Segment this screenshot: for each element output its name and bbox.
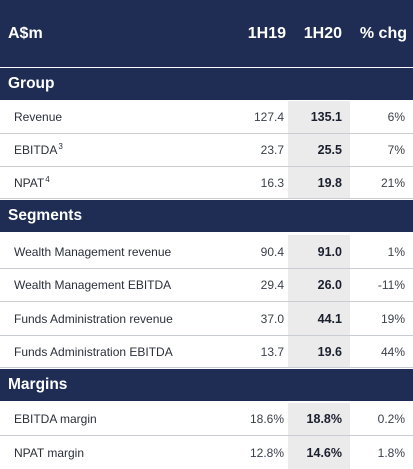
value-1h19: 29.4 xyxy=(260,278,284,292)
value-1h20: 135.1 xyxy=(288,101,350,133)
row-label: NPAT margin xyxy=(14,445,85,460)
value-1h19: 16.3 xyxy=(260,175,284,190)
value-1h20: 26.0 xyxy=(288,269,350,301)
value-1h19: 18.6% xyxy=(249,412,284,426)
value-1h20: 14.6% xyxy=(288,436,350,469)
header-col-chg: % chg xyxy=(359,24,407,42)
table-row: EBITDA 3 23.7 25.5 7% xyxy=(0,134,413,167)
value-1h20: 19.8 xyxy=(288,167,350,198)
table-row: Wealth Management EBITDA 29.4 26.0 -11% xyxy=(0,269,413,302)
value-1h19: 90.4 xyxy=(260,244,284,259)
value-1h19: 12.8% xyxy=(249,445,284,460)
value-1h20: 44.1 xyxy=(288,302,350,335)
row-label: Wealth Management revenue xyxy=(14,244,172,259)
row-label: Funds Administration EBITDA xyxy=(14,344,173,359)
section-title: Margins xyxy=(8,376,68,393)
row-label: NPAT 4 xyxy=(14,174,50,190)
header-col-1h20: 1H20 xyxy=(303,24,342,42)
table-row: EBITDA margin 18.6% 18.8% 0.2% xyxy=(0,403,413,436)
section-header-group: Group xyxy=(0,68,413,100)
value-1h20: 25.5 xyxy=(288,134,350,166)
row-label: Revenue xyxy=(14,110,63,124)
value-1h20: 18.8% xyxy=(288,403,350,435)
value-1h20: 19.6 xyxy=(288,336,350,367)
section-title: Group xyxy=(8,75,55,92)
row-label: Wealth Management EBITDA xyxy=(14,278,172,292)
value-chg: 1.8% xyxy=(377,445,405,460)
row-label: Funds Administration revenue xyxy=(14,311,173,326)
value-1h19: 37.0 xyxy=(260,311,284,326)
value-chg: 19% xyxy=(380,311,405,326)
header-col-1h19: 1H19 xyxy=(247,24,286,42)
value-chg: 6% xyxy=(387,110,405,124)
table-row: Revenue 127.4 135.1 6% xyxy=(0,101,413,134)
value-chg: 0.2% xyxy=(377,412,405,426)
row-label: EBITDA 3 xyxy=(14,142,63,158)
table-row: NPAT 4 16.3 19.8 21% xyxy=(0,167,413,199)
table-row: Funds Administration EBITDA 13.7 19.6 44… xyxy=(0,336,413,368)
value-chg: -11% xyxy=(377,278,405,292)
row-label: EBITDA margin xyxy=(14,412,97,426)
table-row: Wealth Management revenue 90.4 91.0 1% xyxy=(0,235,413,269)
table-header-row: A$m 1H19 1H20 % chg xyxy=(0,0,413,67)
value-1h19: 127.4 xyxy=(253,110,284,124)
value-chg: 44% xyxy=(380,344,405,359)
value-1h19: 13.7 xyxy=(260,344,284,359)
value-chg: 1% xyxy=(387,244,405,259)
table-row: NPAT margin 12.8% 14.6% 1.8% xyxy=(0,436,413,469)
section-title: Segments xyxy=(8,207,83,224)
value-chg: 21% xyxy=(380,175,405,190)
section-header-segments: Segments xyxy=(0,200,413,232)
table-row: Funds Administration revenue 37.0 44.1 1… xyxy=(0,302,413,336)
header-label: A$m xyxy=(8,24,43,42)
value-1h20: 91.0 xyxy=(288,235,350,268)
section-header-margins: Margins xyxy=(0,369,413,401)
value-1h19: 23.7 xyxy=(260,143,284,157)
value-chg: 7% xyxy=(387,143,405,157)
